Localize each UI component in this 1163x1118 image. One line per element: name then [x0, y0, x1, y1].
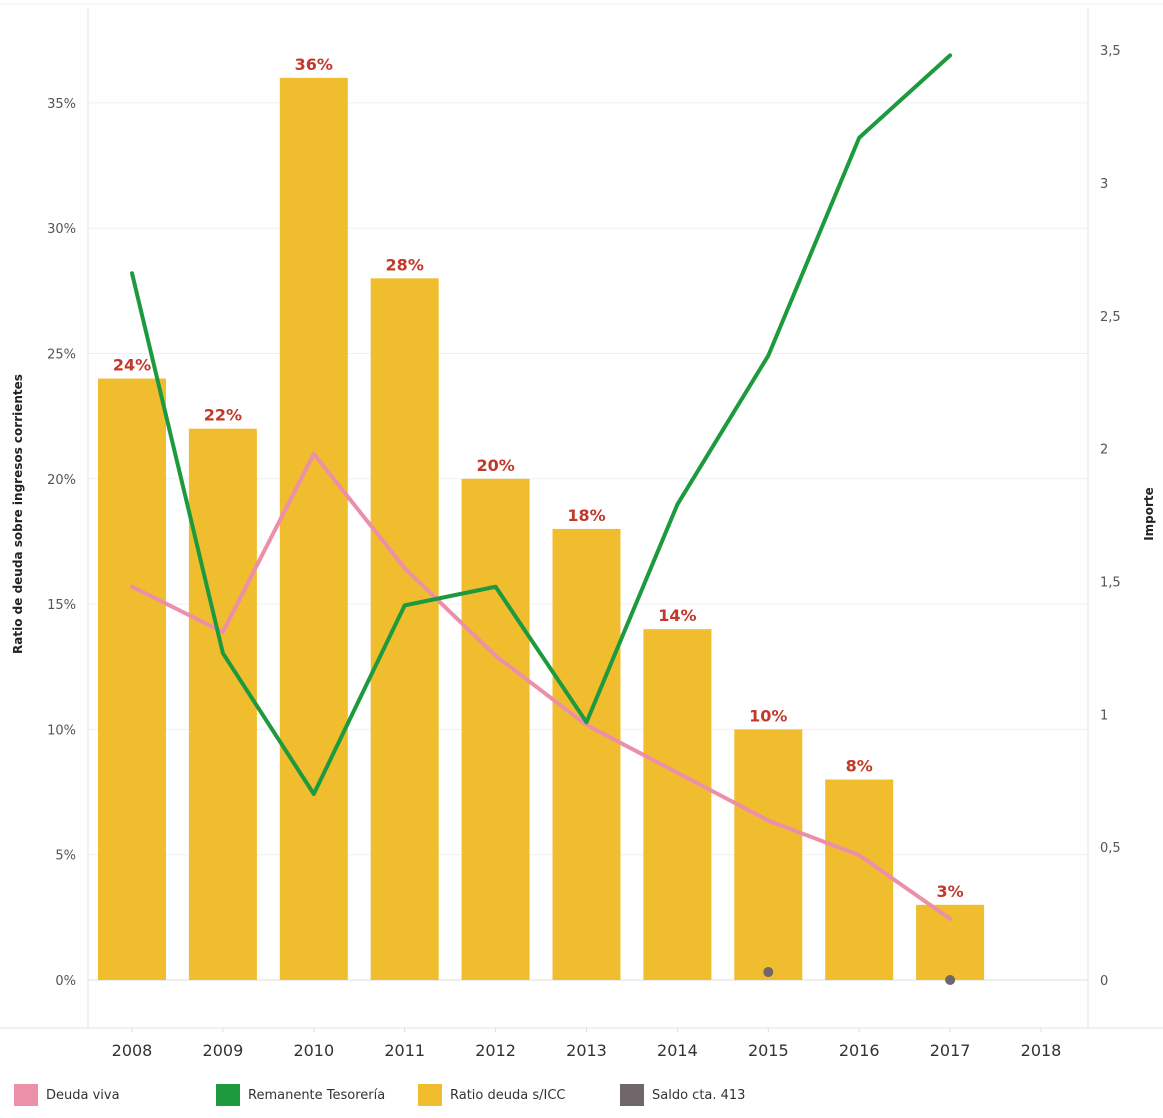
bars	[98, 77, 985, 981]
left-tick-label: 20%	[47, 473, 76, 488]
legend-label: Ratio deuda s/ICC	[450, 1087, 566, 1103]
left-tick-label: 0%	[55, 974, 76, 989]
right-axis-title: Importe	[1142, 487, 1156, 541]
x-tick-label: 2014	[657, 1041, 698, 1060]
right-tick-label: 2	[1100, 443, 1108, 458]
x-tick-label: 2013	[566, 1041, 607, 1060]
legend-item-remanente-tesoreria: Remanente Tesorería	[216, 1084, 385, 1106]
chart: 24% 22% 36% 28% 20% 18% 14% 10% 8% 3% 0% 5% 10% 15% 2…	[0, 3, 1163, 1060]
left-tick-label: 15%	[47, 598, 76, 613]
scatter-points	[763, 967, 956, 985]
tick-labels: 0% 5% 10% 15% 20% 25% 30% 35% 0 0,5 1 1,5 2 2,5 3 3,5 20…	[47, 44, 1121, 1060]
bar-2016	[825, 779, 894, 980]
series-lines	[130, 53, 953, 921]
right-tick-label: 0	[1100, 974, 1108, 989]
bar-label-2015: 10%	[749, 706, 787, 725]
line-deuda-viva	[130, 451, 953, 921]
data-labels: 24% 22% 36% 28% 20% 18% 14% 10% 8% 3%	[113, 55, 964, 901]
right-tick-label: 2,5	[1100, 310, 1121, 325]
left-axis-title: Ratio de deuda sobre ingresos corrientes	[11, 374, 25, 654]
axes	[0, 3, 1163, 1032]
x-tick-label: 2015	[748, 1041, 789, 1060]
bar-label-2012: 20%	[476, 456, 514, 475]
right-tick-label: 3	[1100, 177, 1108, 192]
right-tick-label: 0,5	[1100, 841, 1121, 856]
legend-item-saldo-cta-413: Saldo cta. 413	[620, 1084, 745, 1106]
right-tick-label: 1,5	[1100, 575, 1121, 590]
point-saldo-2015	[763, 967, 774, 978]
legend-label: Saldo cta. 413	[652, 1087, 746, 1103]
bar-label-2008: 24%	[113, 356, 151, 375]
legend-swatch	[216, 1084, 240, 1106]
right-tick-label: 3,5	[1100, 44, 1121, 59]
x-tick-label: 2017	[930, 1041, 971, 1060]
x-tick-label: 2016	[839, 1041, 880, 1060]
legend: Deuda viva Remanente Tesorería Ratio deu…	[14, 1084, 1154, 1108]
bar-2011	[370, 278, 439, 980]
x-tick-label: 2009	[203, 1041, 244, 1060]
bar-2017	[916, 904, 985, 980]
legend-swatch	[14, 1084, 38, 1106]
bar-2013	[552, 528, 621, 980]
left-tick-label: 30%	[47, 222, 76, 237]
x-tick-label: 2018	[1021, 1041, 1062, 1060]
bar-2014	[643, 629, 712, 980]
point-saldo-2017	[945, 975, 956, 985]
legend-label: Remanente Tesorería	[248, 1087, 386, 1103]
left-tick-label: 25%	[47, 348, 76, 363]
bar-label-2011: 28%	[386, 255, 424, 274]
x-tick-label: 2008	[112, 1041, 153, 1060]
legend-swatch	[418, 1084, 442, 1106]
x-tick-label: 2012	[475, 1041, 516, 1060]
bar-label-2013: 18%	[567, 506, 605, 525]
left-tick-label: 10%	[47, 723, 76, 738]
bar-2015	[734, 729, 803, 980]
bar-2009	[188, 428, 257, 980]
legend-label: Deuda viva	[46, 1087, 120, 1103]
right-tick-label: 1	[1100, 708, 1108, 723]
bar-2012	[461, 478, 530, 980]
left-tick-label: 5%	[55, 849, 76, 864]
legend-swatch	[620, 1084, 644, 1106]
bar-2008	[98, 378, 166, 980]
bar-label-2010: 36%	[295, 55, 333, 74]
bar-label-2017: 3%	[937, 882, 964, 901]
line-remanente-tesorer-a	[130, 53, 953, 797]
bar-label-2016: 8%	[846, 757, 873, 776]
bar-label-2014: 14%	[658, 606, 696, 625]
x-tick-label: 2010	[293, 1041, 334, 1060]
left-tick-label: 35%	[47, 97, 76, 112]
x-tick-label: 2011	[384, 1041, 425, 1060]
bar-2010	[279, 77, 348, 981]
legend-item-deuda-viva: Deuda viva	[14, 1084, 120, 1106]
legend-item-ratio-deuda: Ratio deuda s/ICC	[418, 1084, 566, 1106]
bar-label-2009: 22%	[204, 406, 242, 425]
